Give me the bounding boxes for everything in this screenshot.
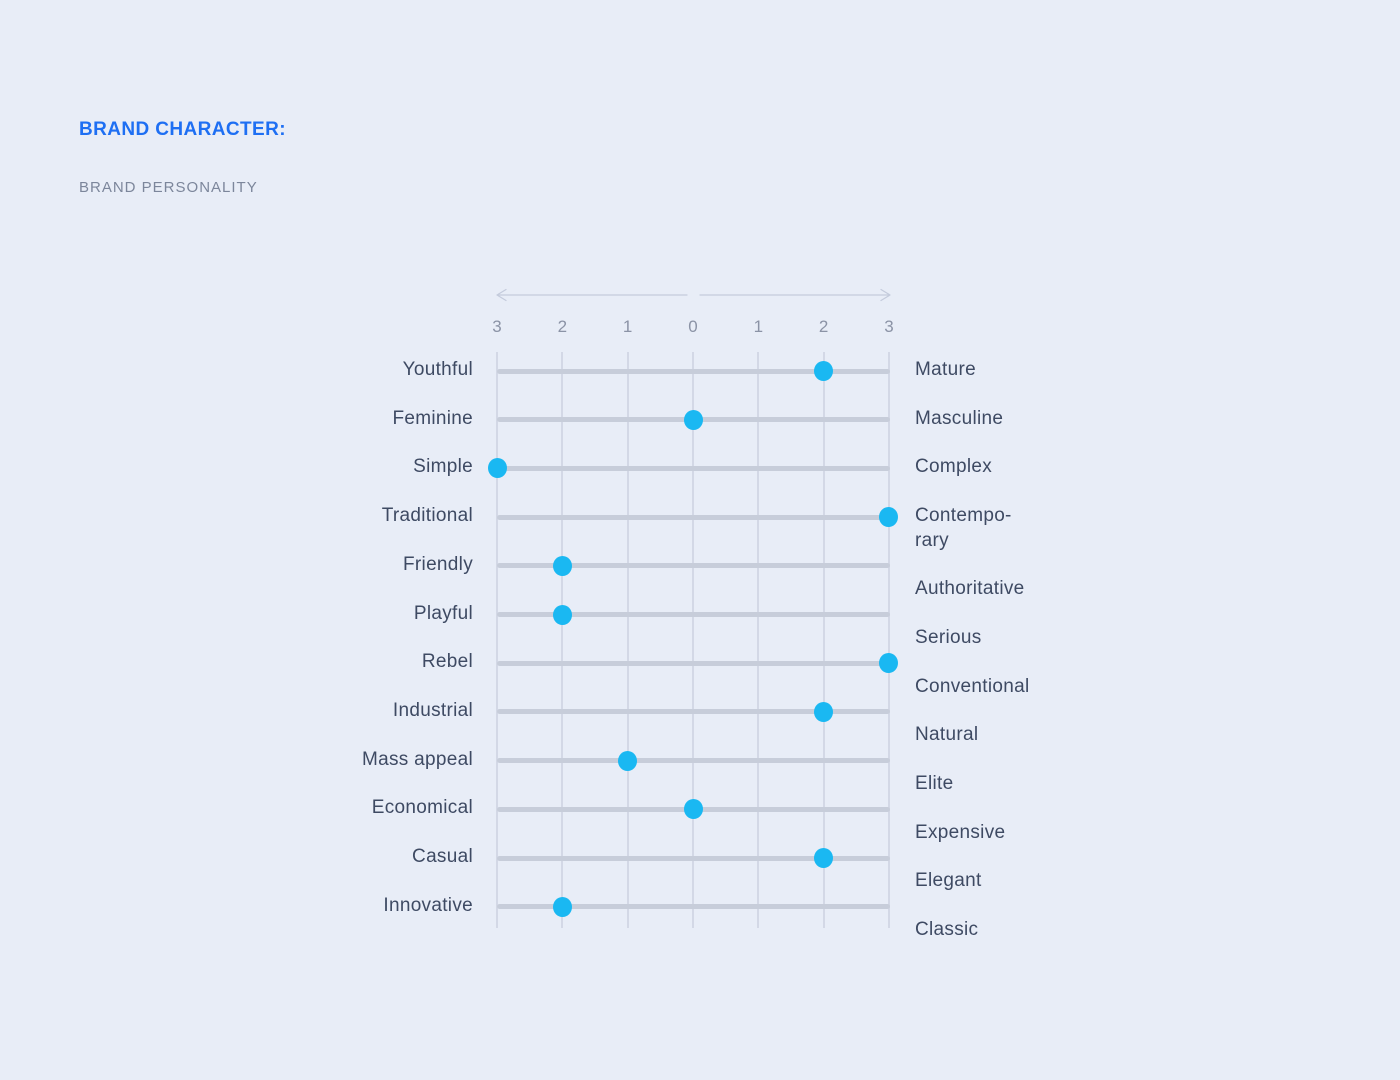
- page-title: BRAND CHARACTER:: [79, 119, 286, 140]
- right-trait-label: Classic: [915, 919, 979, 941]
- arrow-left-icon: [496, 288, 688, 302]
- axis-tick-label: 1: [753, 317, 764, 336]
- right-trait-label: Conventional: [915, 675, 1030, 697]
- rating-dot: [552, 604, 572, 625]
- scale-track: [497, 855, 890, 861]
- scale-track: [497, 709, 890, 715]
- scale-track: [497, 660, 890, 666]
- left-trait-label: Traditional: [381, 505, 473, 527]
- left-trait-label: Feminine: [392, 407, 473, 429]
- right-trait-label: Elite: [915, 773, 954, 794]
- left-trait-label: Industrial: [392, 699, 473, 721]
- axis-gridline: [822, 352, 825, 928]
- left-trait-label: Playful: [413, 602, 473, 624]
- rating-dot: [814, 361, 834, 381]
- right-trait-label: Masculine: [915, 407, 1004, 429]
- rating-dot: [814, 848, 834, 868]
- axis-gridline: [626, 352, 629, 928]
- rating-dot: [814, 701, 834, 722]
- scale-track: [497, 612, 890, 617]
- axis-gridline: [561, 352, 564, 928]
- axis-direction-arrows: [487, 287, 900, 303]
- scale-track: [497, 563, 890, 569]
- left-trait-label: Casual: [412, 846, 473, 867]
- rating-dot: [879, 653, 899, 674]
- axis-tick-label: 2: [557, 317, 568, 336]
- scale-track: [497, 514, 890, 520]
- right-trait-label: Natural: [915, 724, 979, 746]
- left-trait-label: Youthful: [402, 359, 473, 380]
- page-subtitle: BRAND PERSONALITY: [79, 179, 258, 196]
- scale-track: [497, 465, 890, 471]
- axis-tick-label: 2: [818, 317, 829, 336]
- right-trait-label: Serious: [915, 626, 982, 648]
- rating-dot: [487, 458, 507, 479]
- rating-dot: [618, 750, 638, 771]
- left-trait-label: Innovative: [383, 894, 473, 916]
- axis-arrows-icon: [496, 288, 891, 302]
- scale-track: [497, 368, 890, 374]
- left-trait-label: Simple: [413, 456, 473, 478]
- right-trait-label: Mature: [915, 359, 976, 380]
- left-trait-label: Rebel: [421, 651, 473, 673]
- axis-tick-label: 1: [622, 317, 633, 336]
- right-trait-label: Authoritative: [915, 578, 1025, 600]
- axis-tick-label: 3: [884, 317, 894, 336]
- scale-track: [497, 904, 890, 910]
- axis-gridline: [887, 352, 890, 928]
- rating-dot: [879, 507, 899, 528]
- rating-dot: [552, 555, 572, 576]
- rating-dot: [552, 896, 572, 917]
- axis-tick-label: 0: [688, 317, 698, 336]
- left-trait-label: Mass appeal: [361, 748, 473, 770]
- axis-gridline: [757, 352, 760, 928]
- axis-tick-label: 3: [492, 317, 502, 336]
- axis-gridline: [692, 352, 694, 928]
- rating-dot: [683, 799, 703, 820]
- rating-dot: [683, 409, 703, 430]
- left-trait-label: Friendly: [403, 553, 473, 575]
- axis-gridline: [496, 352, 498, 928]
- left-trait-label: Economical: [371, 797, 473, 819]
- scale-track: [497, 758, 890, 764]
- arrow-right-icon: [699, 288, 891, 302]
- right-trait-label: Elegant: [915, 870, 982, 892]
- right-trait-label: Complex: [915, 456, 993, 478]
- right-trait-label: Contempo- rary: [915, 505, 1012, 551]
- right-trait-label: Expensive: [915, 821, 1006, 843]
